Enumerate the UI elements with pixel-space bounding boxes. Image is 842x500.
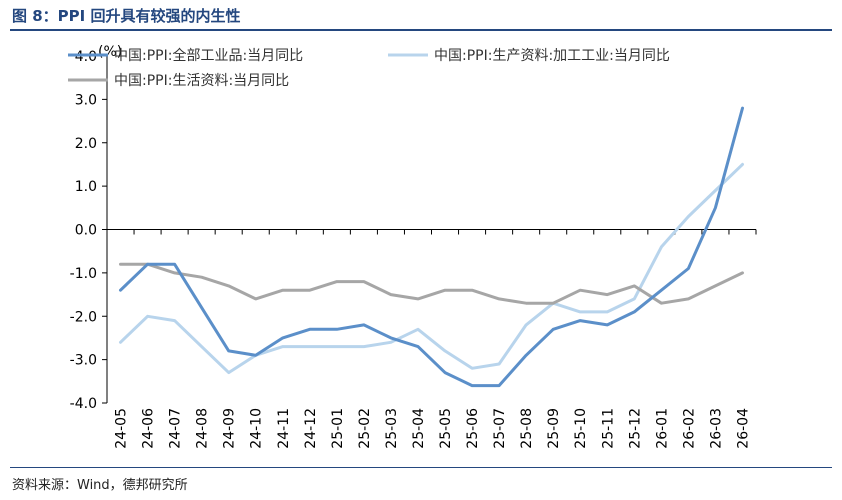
y-tick-label: 0.0: [75, 223, 97, 239]
x-tick-label: 24-07: [168, 408, 184, 449]
title-divider: [10, 29, 832, 31]
x-tick-label: 25-09: [546, 408, 562, 449]
y-tick-label: 4.0: [75, 49, 97, 65]
y-tick-label: -1.0: [70, 266, 97, 282]
y-tick-label: 2.0: [75, 136, 97, 152]
x-tick-label: 25-06: [465, 408, 481, 449]
y-tick-label: -2.0: [70, 309, 97, 325]
x-tick-label: 25-07: [492, 408, 508, 449]
figure-title: 图 8：PPI 回升具有较强的内生性: [12, 7, 241, 25]
x-tick-label: 25-01: [330, 408, 346, 449]
x-tick-label: 24-10: [249, 408, 265, 449]
x-tick-label: 26-03: [708, 408, 724, 449]
series-line: [119, 262, 744, 305]
legend-label: 中国:PPI:生活资料:当月同比: [114, 73, 289, 89]
x-tick-label: 25-10: [573, 408, 589, 449]
x-tick-label: 26-01: [654, 408, 670, 449]
x-tick-label: 25-11: [600, 408, 616, 449]
x-tick-label: 24-09: [222, 408, 238, 449]
source-note: 资料来源：Wind，德邦研究所: [12, 478, 188, 493]
x-tick-label: 25-03: [384, 408, 400, 449]
y-tick-label: -3.0: [70, 353, 97, 369]
x-tick-label: 25-08: [519, 408, 535, 449]
legend-label: 中国:PPI:生产资料:加工工业:当月同比: [434, 48, 670, 64]
x-tick-label: 25-12: [627, 408, 643, 449]
series-line: [119, 106, 744, 388]
x-tick-label: 24-12: [303, 408, 319, 449]
legend-label: 中国:PPI:全部工业品:当月同比: [114, 47, 303, 64]
x-tick-label: 26-04: [735, 408, 751, 449]
y-tick-label: 1.0: [75, 179, 97, 195]
chart-series: [119, 106, 744, 388]
x-tick-label: 26-02: [681, 408, 697, 449]
x-tick-label: 24-06: [141, 408, 157, 449]
y-tick-label: 3.0: [75, 92, 97, 108]
chart-axes: 4.0 3.0 2.0 1.0 0.0 -1.0 -2.0 -3.0 -4.0 24-05 24-0…: [70, 49, 757, 449]
chart-legend: 中国:PPI:全部工业品:当月同比 中国:PPI:生产资料:加工工业:当月同比中国…: [68, 47, 670, 89]
footer-divider: [10, 467, 832, 468]
x-tick-label: 24-05: [114, 408, 130, 449]
y-tick-label: -4.0: [70, 396, 97, 412]
series-line: [119, 162, 744, 375]
x-tick-label: 25-02: [357, 408, 373, 449]
x-tick-label: 24-11: [276, 408, 292, 449]
x-tick-label: 25-04: [411, 408, 427, 449]
x-tick-label: 25-05: [438, 408, 454, 449]
x-tick-label: 24-08: [195, 408, 211, 449]
